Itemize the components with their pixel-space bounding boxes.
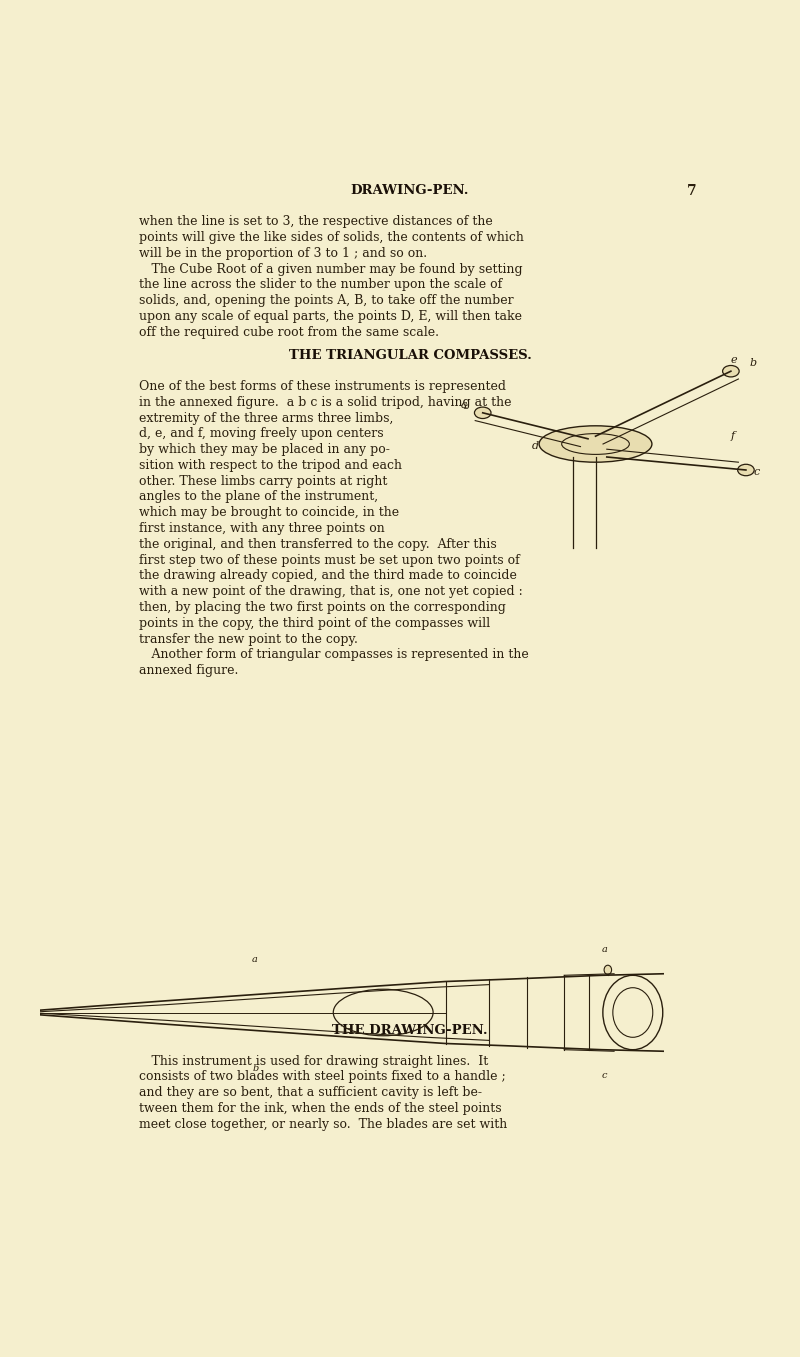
Text: consists of two blades with steel points fixed to a handle ;: consists of two blades with steel points… (138, 1071, 506, 1083)
Text: upon any scale of equal parts, the points D, E, will then take: upon any scale of equal parts, the point… (138, 309, 522, 323)
Text: in the annexed figure.  a b c is a solid tripod, having at the: in the annexed figure. a b c is a solid … (138, 396, 511, 408)
Text: tween them for the ink, when the ends of the steel points: tween them for the ink, when the ends of… (138, 1102, 502, 1115)
Circle shape (474, 407, 491, 418)
Text: the original, and then transferred to the copy.  After this: the original, and then transferred to th… (138, 537, 497, 551)
Text: This instrument is used for drawing straight lines.  It: This instrument is used for drawing stra… (138, 1054, 488, 1068)
Text: and they are so bent, that a sufficient cavity is left be-: and they are so bent, that a sufficient … (138, 1086, 482, 1099)
Text: by which they may be placed in any po-: by which they may be placed in any po- (138, 444, 390, 456)
Text: other. These limbs carry points at right: other. These limbs carry points at right (138, 475, 387, 487)
Text: extremity of the three arms three limbs,: extremity of the three arms three limbs, (138, 411, 393, 425)
Text: solids, and, opening the points A, B, to take off the number: solids, and, opening the points A, B, to… (138, 294, 514, 307)
Circle shape (604, 965, 611, 974)
Text: One of the best forms of these instruments is represented: One of the best forms of these instrumen… (138, 380, 506, 394)
Text: c: c (754, 467, 760, 478)
Text: a: a (460, 399, 466, 410)
Text: the drawing already copied, and the third made to coincide: the drawing already copied, and the thir… (138, 570, 517, 582)
Text: the line across the slider to the number upon the scale of: the line across the slider to the number… (138, 278, 502, 292)
Text: points will give the like sides of solids, the contents of which: points will give the like sides of solid… (138, 231, 524, 244)
Text: b: b (252, 1064, 258, 1072)
Text: a: a (252, 955, 258, 963)
Ellipse shape (562, 434, 630, 455)
Text: DRAWING-PEN.: DRAWING-PEN. (350, 185, 470, 197)
Text: 7: 7 (687, 185, 697, 198)
Text: angles to the plane of the instrument,: angles to the plane of the instrument, (138, 490, 378, 503)
Circle shape (722, 365, 739, 377)
Text: transfer the new point to the copy.: transfer the new point to the copy. (138, 632, 358, 646)
Text: when the line is set to 3, the respective distances of the: when the line is set to 3, the respectiv… (138, 216, 493, 228)
Text: Another form of triangular compasses is represented in the: Another form of triangular compasses is … (138, 649, 529, 661)
Text: annexed figure.: annexed figure. (138, 664, 238, 677)
Circle shape (738, 464, 754, 476)
Text: with a new point of the drawing, that is, one not yet copied :: with a new point of the drawing, that is… (138, 585, 522, 598)
Text: meet close together, or nearly so.  The blades are set with: meet close together, or nearly so. The b… (138, 1118, 507, 1130)
Text: d, e, and f, moving freely upon centers: d, e, and f, moving freely upon centers (138, 427, 383, 440)
Text: first step two of these points must be set upon two points of: first step two of these points must be s… (138, 554, 519, 567)
Text: points in the copy, the third point of the compasses will: points in the copy, the third point of t… (138, 616, 490, 630)
Text: THE DRAWING-PEN.: THE DRAWING-PEN. (332, 1023, 488, 1037)
Text: then, by placing the two first points on the corresponding: then, by placing the two first points on… (138, 601, 506, 613)
Text: The Cube Root of a given number may be found by setting: The Cube Root of a given number may be f… (138, 262, 522, 275)
Text: e: e (731, 356, 738, 365)
Text: sition with respect to the tripod and each: sition with respect to the tripod and ea… (138, 459, 402, 472)
Text: c: c (602, 1072, 607, 1080)
Text: a: a (602, 944, 607, 954)
Text: first instance, with any three points on: first instance, with any three points on (138, 522, 385, 535)
Text: THE TRIANGULAR COMPASSES.: THE TRIANGULAR COMPASSES. (289, 349, 531, 362)
Text: will be in the proportion of 3 to 1 ; and so on.: will be in the proportion of 3 to 1 ; an… (138, 247, 427, 259)
Text: which may be brought to coincide, in the: which may be brought to coincide, in the (138, 506, 399, 520)
Text: off the required cube root from the same scale.: off the required cube root from the same… (138, 326, 438, 339)
Ellipse shape (539, 426, 652, 463)
Text: b: b (750, 358, 757, 368)
Text: d: d (532, 441, 538, 451)
Text: f: f (731, 430, 735, 441)
